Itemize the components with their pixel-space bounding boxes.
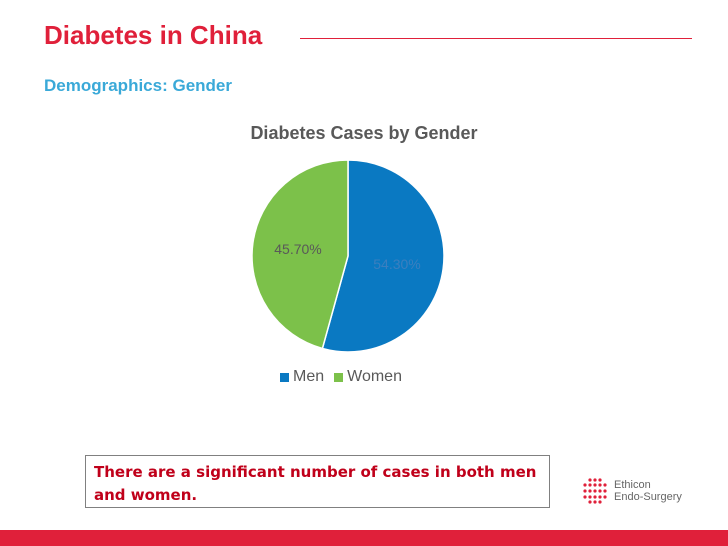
pie-slice-men: [321, 159, 445, 353]
legend-swatch-men: [280, 372, 289, 382]
slide-title: Diabetes in China: [44, 20, 263, 50]
note-box: There are a significant number of cases …: [85, 455, 550, 508]
legend-item-men: Men: [280, 368, 324, 386]
chart-title: Diabetes Cases by Gender: [250, 123, 478, 143]
note-text: There are a significant number of cases …: [94, 463, 537, 504]
legend-item-women: Women: [334, 368, 402, 386]
chart-legend: Men Women: [280, 368, 412, 386]
logo-line-1: Ethicon: [614, 479, 651, 491]
pie-slice-women: [251, 159, 349, 350]
logo-line-2: Endo-Surgery: [614, 491, 682, 503]
logo-text: Ethicon Endo-Surgery: [614, 479, 682, 503]
legend-swatch-women: [334, 372, 344, 382]
data-label-women: 45.70%: [274, 241, 321, 257]
legend-label-men: Men: [293, 368, 325, 385]
legend-label-women: Women: [347, 368, 402, 385]
title-rule: [300, 38, 692, 39]
chart-title-wrapper: Diabetes Cases by Gender: [0, 123, 728, 144]
logo-dots-icon: [583, 478, 607, 504]
bottom-bar: [0, 530, 728, 546]
data-label-men: 54.30%: [373, 256, 420, 272]
slide-subtitle: Demographics: Gender: [44, 76, 232, 95]
company-logo: Ethicon Endo-Surgery: [582, 478, 682, 504]
